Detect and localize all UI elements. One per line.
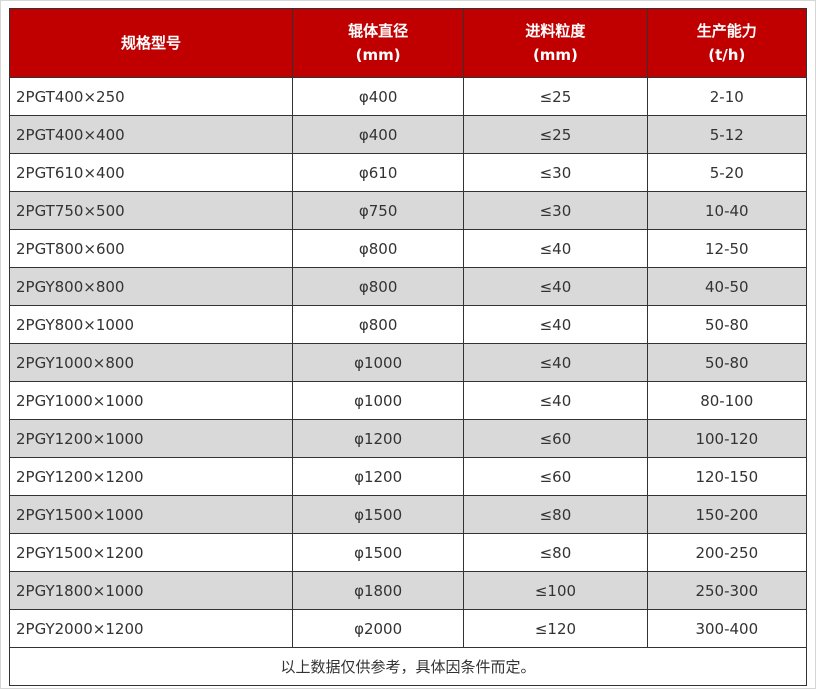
feed-size-cell: ≤120 [463, 609, 648, 648]
capacity-cell: 80-100 [646, 381, 808, 420]
table-row: 2PGY2000×1200 φ2000 ≤120 300-400 [9, 609, 808, 648]
feed-size-cell: ≤40 [463, 343, 648, 382]
feed-size-cell: ≤60 [463, 419, 648, 458]
roller-diameter-cell: φ2000 [291, 609, 465, 648]
table-row: 2PGY1000×1000 φ1000 ≤40 80-100 [9, 381, 808, 420]
table-row: 2PGY1200×1000 φ1200 ≤60 100-120 [9, 419, 808, 458]
capacity-cell: 50-80 [646, 305, 808, 344]
capacity-cell: 150-200 [646, 495, 808, 534]
roller-diameter-cell: φ800 [291, 229, 465, 268]
model-cell: 2PGY1200×1200 [9, 457, 293, 496]
feed-size-cell: ≤25 [463, 77, 648, 116]
table-row: 2PGY800×1000 φ800 ≤40 50-80 [9, 305, 808, 344]
table-row: 2PGY1800×1000 φ1800 ≤100 250-300 [9, 571, 808, 610]
roller-diameter-cell: φ400 [291, 115, 465, 154]
roller-diameter-cell: φ1200 [291, 419, 465, 458]
capacity-cell: 250-300 [646, 571, 808, 610]
capacity-cell: 200-250 [646, 533, 808, 572]
table-row: 2PGT400×250 φ400 ≤25 2-10 [9, 77, 808, 116]
model-cell: 2PGY800×1000 [9, 305, 293, 344]
table-footer: 以上数据仅供参考，具体因条件而定。 [9, 647, 807, 686]
table-header: 规格型号 辊体直径 (mm) 进料粒度 (mm) 生产能力 (t/h) [9, 8, 808, 78]
table-row: 2PGT750×500 φ750 ≤30 10-40 [9, 191, 808, 230]
model-cell: 2PGY1500×1200 [9, 533, 293, 572]
model-cell: 2PGT800×600 [9, 229, 293, 268]
capacity-cell: 300-400 [646, 609, 808, 648]
table-row: 2PGT400×400 φ400 ≤25 5-12 [9, 115, 808, 154]
model-cell: 2PGY1200×1000 [9, 419, 293, 458]
model-cell: 2PGT610×400 [9, 153, 293, 192]
feed-size-cell: ≤40 [463, 267, 648, 306]
feed-size-cell: ≤30 [463, 153, 648, 192]
table-row: 2PGY1500×1000 φ1500 ≤80 150-200 [9, 495, 808, 534]
model-cell: 2PGY2000×1200 [9, 609, 293, 648]
roller-diameter-cell: φ1000 [291, 381, 465, 420]
model-cell: 2PGT400×400 [9, 115, 293, 154]
capacity-cell: 5-12 [646, 115, 808, 154]
col-header-model: 规格型号 [9, 8, 293, 78]
capacity-cell: 12-50 [646, 229, 808, 268]
roller-diameter-cell: φ1800 [291, 571, 465, 610]
capacity-cell: 5-20 [646, 153, 808, 192]
feed-size-cell: ≤100 [463, 571, 648, 610]
feed-size-cell: ≤80 [463, 533, 648, 572]
feed-size-cell: ≤40 [463, 305, 648, 344]
col-header-roller-diameter-label: 辊体直径 [348, 21, 409, 40]
col-header-capacity-unit: (t/h) [708, 45, 746, 64]
feed-size-cell: ≤40 [463, 229, 648, 268]
roller-diameter-cell: φ1500 [291, 495, 465, 534]
table-body: 2PGT400×250 φ400 ≤25 2-10 2PGT400×400 φ400 ≤25… [9, 77, 808, 648]
table-footnote: 以上数据仅供参考，具体因条件而定。 [9, 647, 807, 686]
capacity-cell: 50-80 [646, 343, 808, 382]
roller-diameter-cell: φ800 [291, 267, 465, 306]
model-cell: 2PGY1000×1000 [9, 381, 293, 420]
table-row: 2PGY1200×1200 φ1200 ≤60 120-150 [9, 457, 808, 496]
table-row: 2PGT800×600 φ800 ≤40 12-50 [9, 229, 808, 268]
col-header-feed-size-label: 进料粒度 [525, 21, 586, 40]
col-header-model-label: 规格型号 [120, 33, 181, 52]
header-row: 规格型号 辊体直径 (mm) 进料粒度 (mm) 生产能力 (t/h) [9, 8, 808, 78]
feed-size-cell: ≤30 [463, 191, 648, 230]
feed-size-cell: ≤80 [463, 495, 648, 534]
col-header-feed-size-unit: (mm) [532, 45, 578, 64]
roller-diameter-cell: φ1000 [291, 343, 465, 382]
table-row: 2PGT610×400 φ610 ≤30 5-20 [9, 153, 808, 192]
col-header-feed-size: 进料粒度 (mm) [463, 8, 648, 78]
col-header-roller-diameter-unit: (mm) [355, 45, 401, 64]
spec-table: 规格型号 辊体直径 (mm) 进料粒度 (mm) 生产能力 (t/h) 2PGT… [9, 8, 808, 686]
capacity-cell: 120-150 [646, 457, 808, 496]
model-cell: 2PGY800×800 [9, 267, 293, 306]
feed-size-cell: ≤60 [463, 457, 648, 496]
feed-size-cell: ≤25 [463, 115, 648, 154]
table-row: 2PGY1500×1200 φ1500 ≤80 200-250 [9, 533, 808, 572]
table-row: 2PGY800×800 φ800 ≤40 40-50 [9, 267, 808, 306]
model-cell: 2PGY1000×800 [9, 343, 293, 382]
model-cell: 2PGT750×500 [9, 191, 293, 230]
roller-diameter-cell: φ610 [291, 153, 465, 192]
footer-row: 以上数据仅供参考，具体因条件而定。 [9, 647, 807, 686]
model-cell: 2PGY1800×1000 [9, 571, 293, 610]
roller-diameter-cell: φ750 [291, 191, 465, 230]
col-header-capacity: 生产能力 (t/h) [646, 8, 808, 78]
roller-diameter-cell: φ1500 [291, 533, 465, 572]
capacity-cell: 40-50 [646, 267, 808, 306]
capacity-cell: 10-40 [646, 191, 808, 230]
roller-diameter-cell: φ400 [291, 77, 465, 116]
roller-diameter-cell: φ800 [291, 305, 465, 344]
feed-size-cell: ≤40 [463, 381, 648, 420]
capacity-cell: 2-10 [646, 77, 808, 116]
model-cell: 2PGT400×250 [9, 77, 293, 116]
model-cell: 2PGY1500×1000 [9, 495, 293, 534]
table-row: 2PGY1000×800 φ1000 ≤40 50-80 [9, 343, 808, 382]
col-header-capacity-label: 生产能力 [696, 21, 757, 40]
col-header-roller-diameter: 辊体直径 (mm) [291, 8, 465, 78]
roller-diameter-cell: φ1200 [291, 457, 465, 496]
capacity-cell: 100-120 [646, 419, 808, 458]
